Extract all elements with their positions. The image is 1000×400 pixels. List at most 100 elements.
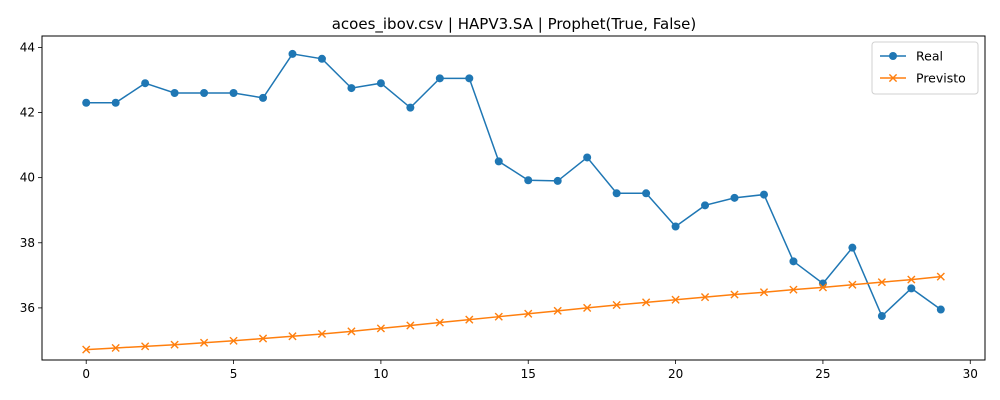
legend-marker-previsto (888, 73, 898, 83)
marker-stroke (671, 295, 680, 304)
data-point-real (701, 201, 710, 210)
x-tick-label: 15 (521, 367, 536, 381)
marker-stroke (888, 73, 898, 83)
data-point-previsto (818, 283, 828, 292)
data-point-real (936, 305, 945, 314)
marker-stroke (258, 334, 268, 343)
data-point-real (759, 190, 768, 199)
data-point-previsto (170, 340, 179, 349)
marker-stroke (848, 280, 857, 289)
x-tick-label: 30 (963, 367, 978, 381)
y-tick-label: 44 (20, 40, 35, 54)
data-point-previsto (700, 293, 710, 302)
x-tick-label: 20 (668, 367, 683, 381)
data-point-real (347, 84, 356, 93)
data-point-previsto (347, 327, 356, 336)
data-point-real (170, 88, 179, 97)
data-point-real (406, 103, 415, 112)
data-point-real (553, 176, 562, 185)
marker-stroke (700, 293, 710, 302)
marker-stroke (524, 309, 533, 318)
data-point-real (259, 93, 268, 102)
x-tick-label: 0 (82, 367, 90, 381)
data-point-previsto (936, 272, 945, 281)
data-point-previsto (258, 334, 268, 343)
y-tick-label: 36 (20, 301, 35, 315)
marker-stroke (288, 332, 297, 341)
series-line-real (86, 53, 942, 318)
marker-stroke (111, 343, 120, 353)
data-point-real (789, 257, 798, 266)
y-tick-label: 38 (20, 236, 35, 250)
data-point-previsto (642, 298, 651, 307)
x-tick-label: 25 (815, 367, 830, 381)
data-point-real (907, 284, 916, 293)
data-point-previsto (553, 306, 562, 315)
data-point-real (435, 74, 444, 83)
legend-marker-real (889, 52, 897, 60)
marker-stroke (759, 288, 769, 297)
legend: Real Previsto (871, 41, 979, 95)
data-point-real (642, 189, 651, 198)
data-point-real (465, 74, 474, 83)
marker-stroke (465, 315, 474, 324)
marker-stroke (376, 324, 385, 333)
data-point-real (229, 88, 238, 97)
legend-label-previsto: Previsto (916, 71, 966, 86)
marker-stroke (82, 345, 91, 354)
series-line-previsto (86, 275, 941, 351)
marker-stroke (229, 336, 238, 345)
data-point-previsto (671, 295, 680, 304)
data-point-real (524, 176, 533, 185)
marker-stroke (170, 340, 179, 349)
data-point-real (82, 98, 91, 107)
axes-frame (41, 35, 986, 361)
data-point-previsto (848, 280, 857, 289)
marker-stroke (730, 290, 739, 299)
data-point-previsto (376, 324, 385, 333)
data-point-previsto (494, 312, 503, 321)
data-point-previsto (730, 290, 739, 299)
marker-stroke (553, 306, 562, 315)
data-point-previsto (82, 345, 91, 354)
marker-stroke (612, 300, 621, 310)
marker-stroke (347, 327, 356, 336)
data-point-real (141, 79, 150, 88)
data-point-previsto (612, 300, 621, 310)
data-point-real (730, 193, 739, 202)
marker-stroke (818, 283, 828, 292)
data-point-previsto (317, 329, 327, 339)
data-point-real (376, 79, 385, 88)
data-point-real (818, 279, 827, 288)
data-point-real (612, 189, 621, 198)
data-point-previsto (435, 318, 444, 327)
marker-stroke (494, 312, 503, 321)
data-point-previsto (288, 332, 297, 341)
marker-stroke (877, 278, 886, 287)
marker-stroke (583, 303, 592, 312)
data-point-real (877, 312, 886, 321)
data-point-previsto (111, 343, 120, 353)
marker-stroke (642, 298, 651, 307)
marker-stroke (435, 318, 444, 327)
legend-box (871, 41, 979, 95)
x-tick-label: 5 (230, 367, 238, 381)
data-point-previsto (524, 309, 533, 318)
data-point-previsto (907, 275, 916, 284)
data-point-real (317, 54, 326, 63)
data-point-previsto (583, 303, 592, 312)
chart-title: acoes_ibov.csv | HAPV3.SA | Prophet(True… (332, 15, 697, 34)
data-point-previsto (465, 315, 474, 324)
marker-stroke (317, 329, 327, 339)
data-point-previsto (406, 321, 415, 330)
legend-label-real: Real (916, 49, 943, 64)
data-point-real (288, 49, 297, 58)
data-point-previsto (789, 285, 798, 294)
y-tick-label: 42 (20, 106, 35, 120)
marker-stroke (141, 342, 150, 351)
marker-stroke (936, 272, 945, 281)
data-point-previsto (877, 278, 886, 287)
y-tick-label: 40 (20, 171, 35, 185)
marker-stroke (199, 338, 209, 347)
